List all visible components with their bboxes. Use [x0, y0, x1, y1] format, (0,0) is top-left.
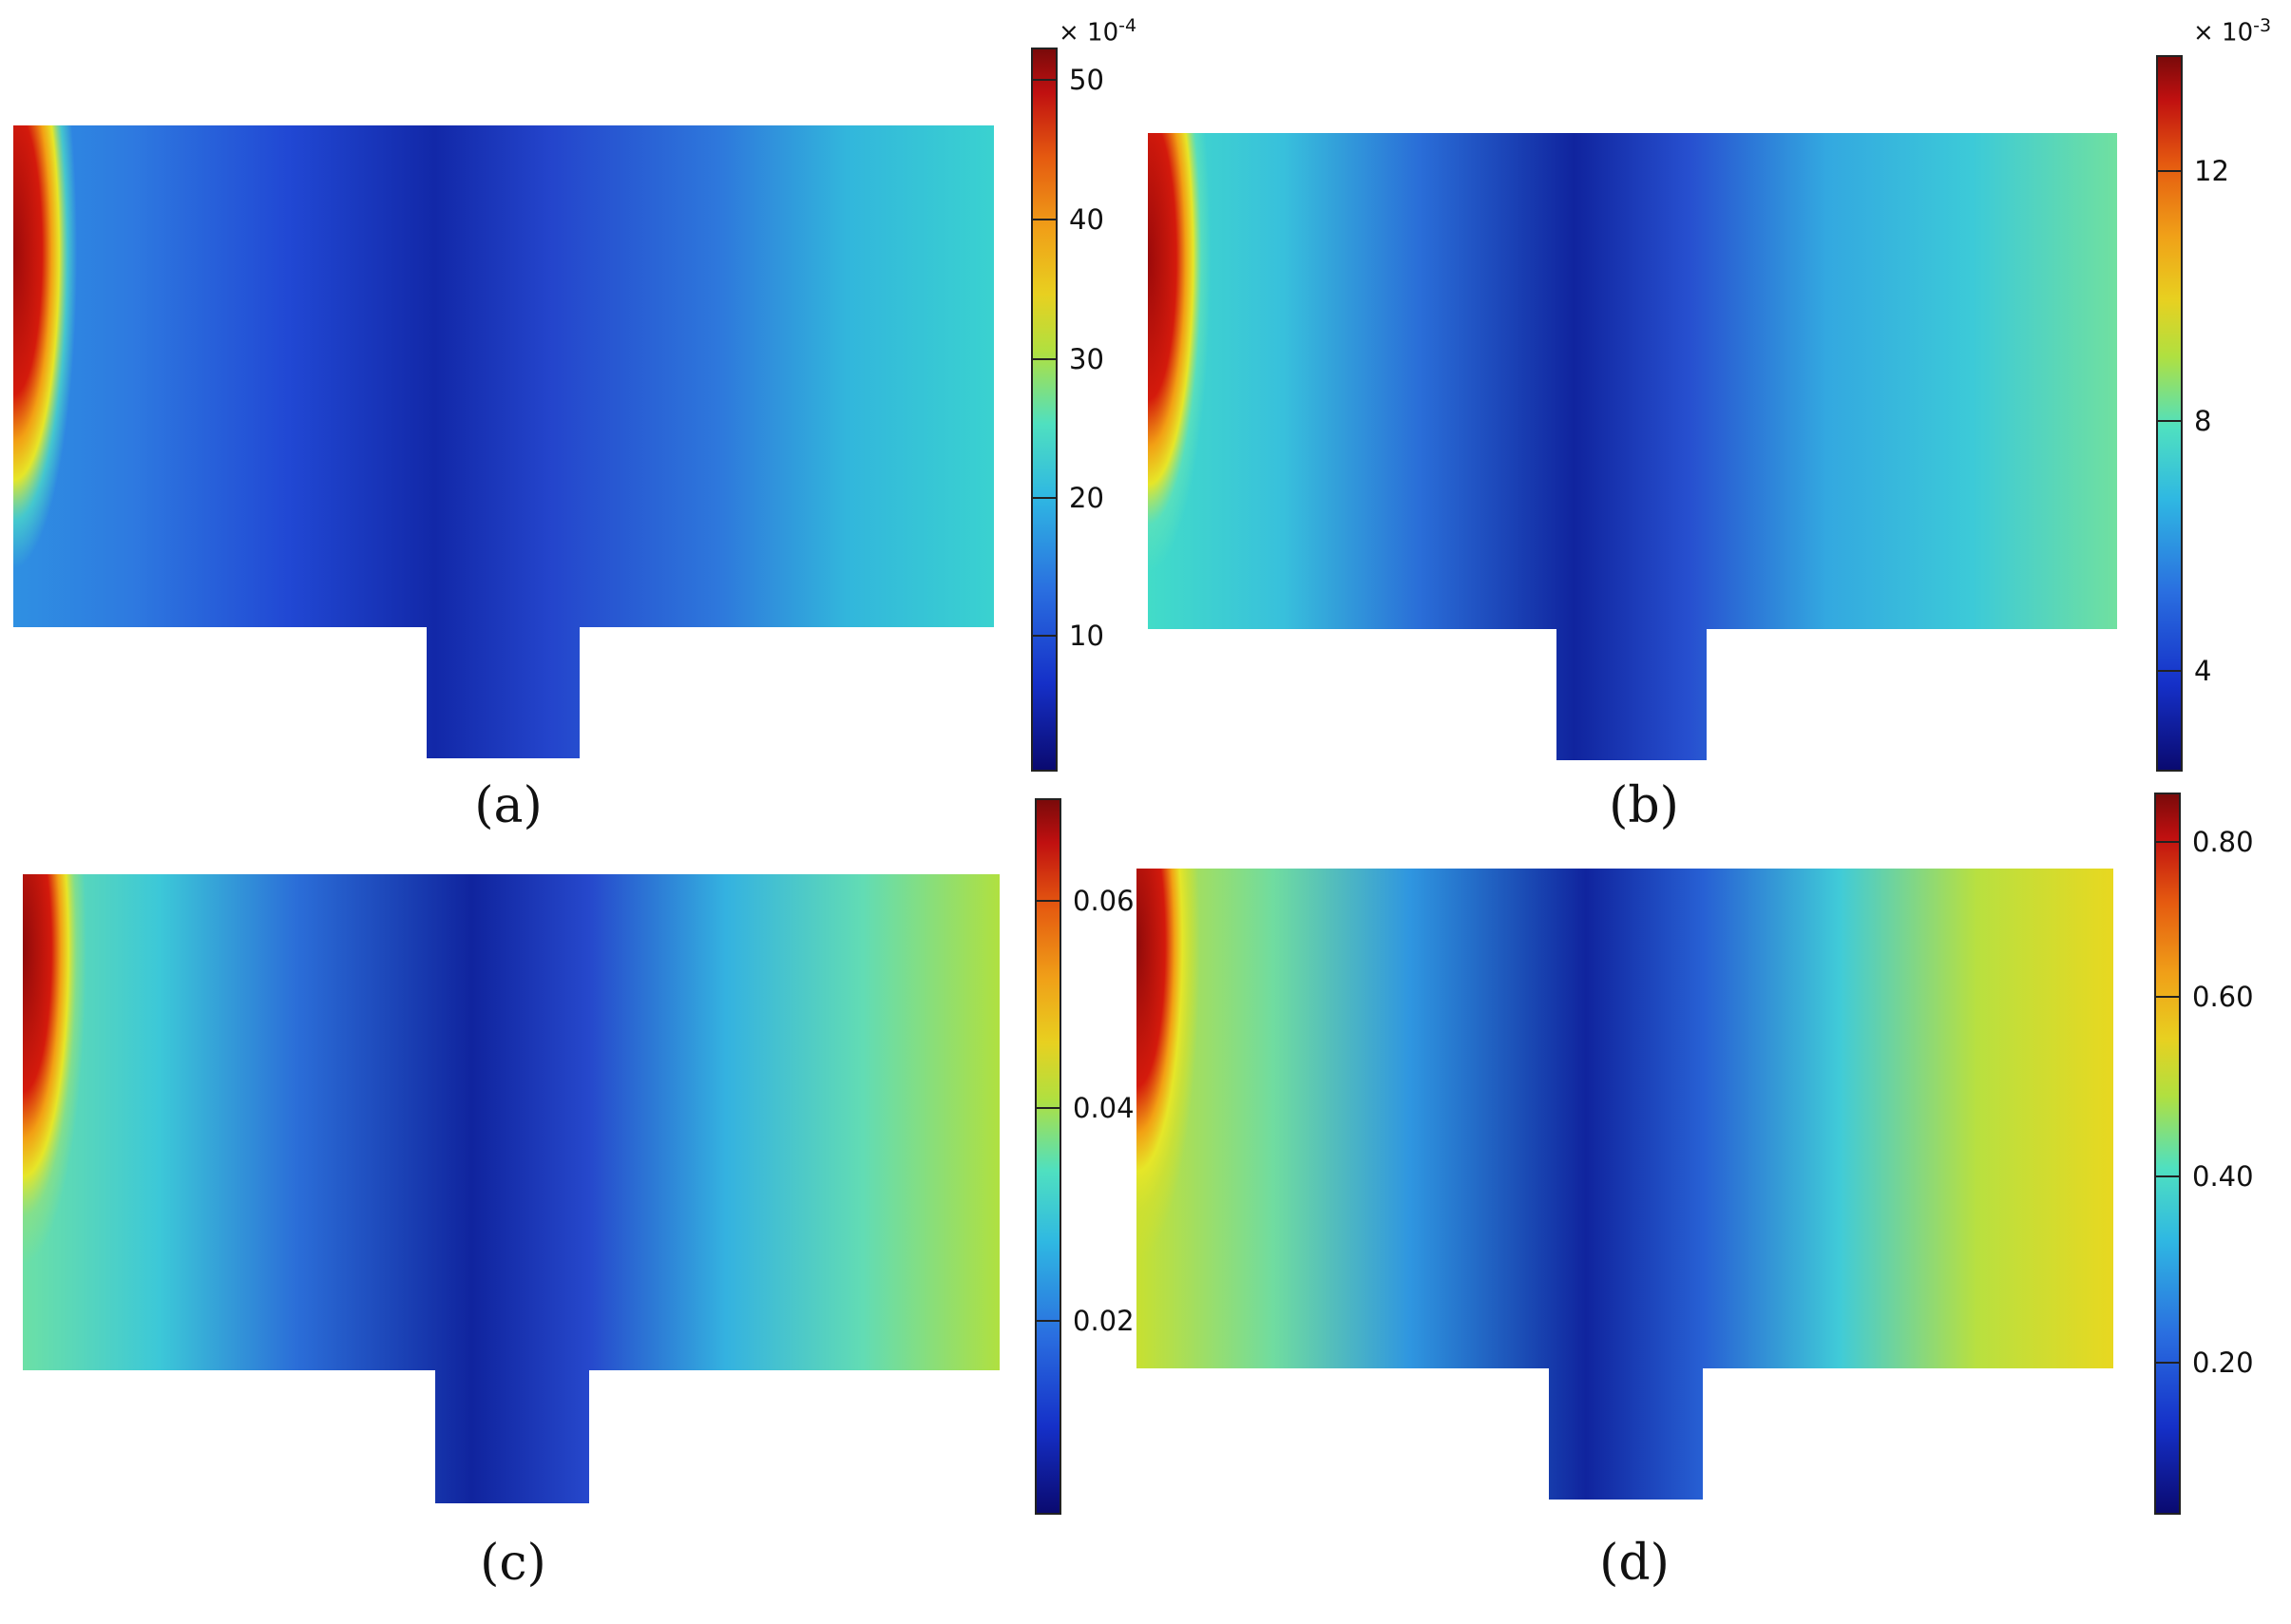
panel-label-b: (b) — [1609, 777, 1679, 834]
colorbar-tick — [1031, 357, 1044, 360]
colorbar-tick — [2156, 670, 2169, 673]
field-plot-c — [23, 874, 1000, 1503]
colorbar-tick — [1031, 219, 1044, 221]
colorbar-tick — [1035, 1106, 1048, 1109]
colorbar-tick — [2156, 420, 2169, 423]
colorbar-tick-label: 0.02 — [1073, 1304, 1135, 1337]
colorbar-tick-label: 0.60 — [2192, 981, 2254, 1014]
colorbar-multiplier-b: × 10-3 — [2193, 15, 2272, 48]
colorbar-tick — [1035, 899, 1048, 902]
colorbar-tick — [2154, 840, 2167, 843]
colorbar-tick — [1044, 496, 1058, 499]
colorbar-tick-label: 20 — [1069, 481, 1104, 514]
colorbar-tick — [1048, 899, 1061, 902]
colorbar-tick-label: 40 — [1069, 203, 1104, 237]
field-plot-a — [13, 125, 994, 758]
colorbar-tick — [2154, 996, 2167, 999]
colorbar-tick — [2169, 670, 2183, 673]
colorbar-tick — [1044, 634, 1058, 637]
colorbar-tick — [2169, 170, 2183, 173]
colorbar-tick — [2167, 996, 2181, 999]
panel-label-c: (c) — [480, 1535, 546, 1592]
colorbar-c — [1035, 798, 1061, 1515]
colorbar-d — [2154, 793, 2181, 1515]
colorbar-multiplier-a: × 10-4 — [1059, 15, 1137, 48]
colorbar-tick — [1031, 634, 1044, 637]
colorbar-tick — [1048, 1106, 1061, 1109]
colorbar-tick-label: 8 — [2194, 405, 2212, 438]
colorbar-tick — [2154, 1175, 2167, 1177]
colorbar-tick — [2167, 840, 2181, 843]
colorbar-tick-label: 0.06 — [1073, 884, 1135, 917]
colorbar-tick — [1044, 219, 1058, 221]
field-plot-d — [1136, 869, 2113, 1500]
colorbar-tick-label: 4 — [2194, 655, 2212, 688]
colorbar-tick — [1048, 1319, 1061, 1322]
colorbar-tick-label: 30 — [1069, 342, 1104, 375]
colorbar-b — [2156, 55, 2183, 772]
colorbar-tick — [1044, 357, 1058, 360]
colorbar-tick — [2169, 420, 2183, 423]
colorbar-tick-label: 0.40 — [2192, 1159, 2254, 1193]
colorbar-tick — [1044, 79, 1058, 82]
panel-label-a: (a) — [474, 777, 543, 834]
colorbar-tick-label: 50 — [1069, 64, 1104, 97]
colorbar-tick-label: 0.20 — [2192, 1346, 2254, 1379]
colorbar-tick-label: 12 — [2194, 155, 2229, 188]
colorbar-a — [1031, 48, 1058, 772]
colorbar-tick-label: 0.04 — [1073, 1091, 1135, 1124]
colorbar-tick-label: 10 — [1069, 619, 1104, 652]
colorbar-tick — [1031, 496, 1044, 499]
colorbar-tick — [2167, 1175, 2181, 1177]
colorbar-tick — [2154, 1361, 2167, 1364]
field-plot-b — [1148, 133, 2117, 760]
colorbar-tick — [1031, 79, 1044, 82]
colorbar-tick — [1035, 1319, 1048, 1322]
colorbar-tick — [2167, 1361, 2181, 1364]
panel-label-d: (d) — [1599, 1535, 1670, 1592]
colorbar-tick-label: 0.80 — [2192, 825, 2254, 858]
colorbar-tick — [2156, 170, 2169, 173]
